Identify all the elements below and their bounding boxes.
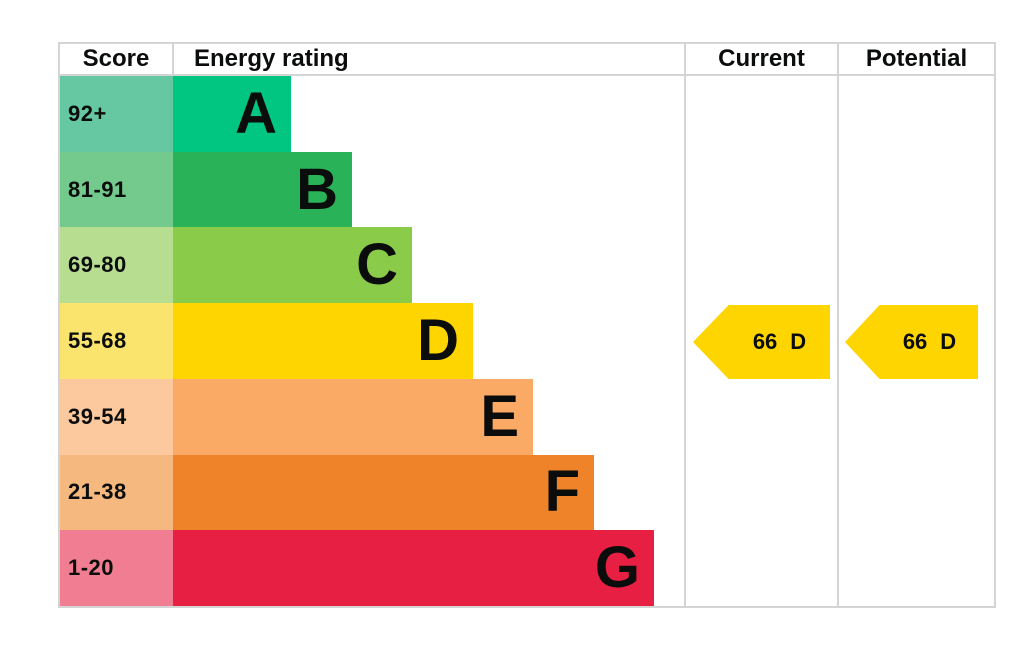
band-letter: B xyxy=(296,156,338,222)
band-bar: A xyxy=(173,76,291,152)
band-row-b: 81-91 B xyxy=(58,151,996,228)
current-potential-divider xyxy=(837,42,839,608)
band-score-label: 92+ xyxy=(68,100,107,126)
score-column-header: Score xyxy=(82,45,150,72)
potential-rating-band: D xyxy=(940,329,957,354)
band-row-c: 69-80 C xyxy=(58,227,996,304)
table-top-border xyxy=(58,42,996,44)
band-score-cell: 39-54 xyxy=(58,378,173,455)
band-row-g: 1-20 G xyxy=(58,530,996,607)
band-letter: C xyxy=(356,232,398,298)
band-score-label: 55-68 xyxy=(68,328,127,354)
potential-column-header: Potential xyxy=(865,45,968,72)
band-bar: D xyxy=(173,303,473,379)
band-score-cell: 55-68 xyxy=(58,303,173,379)
band-score-label: 21-38 xyxy=(68,479,127,505)
band-score-cell: 92+ xyxy=(58,76,173,152)
band-score-cell: 21-38 xyxy=(58,454,173,531)
band-bar: C xyxy=(173,227,412,304)
band-rows: 92+ A 81-91 B 69-80 C xyxy=(58,76,996,607)
band-row-d: 55-68 D xyxy=(58,303,996,379)
current-rating-score: 66 xyxy=(752,329,778,354)
band-score-cell: 69-80 xyxy=(58,227,173,304)
score-energy-divider xyxy=(172,42,174,76)
band-bar: E xyxy=(173,378,533,455)
band-row-f: 21-38 F xyxy=(58,454,996,531)
potential-rating-score: 66 xyxy=(902,329,928,354)
table-left-border xyxy=(58,42,60,608)
current-column-header: Current xyxy=(718,45,805,72)
band-score-cell: 1-20 xyxy=(58,530,173,607)
band-score-label: 69-80 xyxy=(68,252,127,278)
epc-table: Score Energy rating Current Potential 92… xyxy=(58,42,996,608)
band-letter: D xyxy=(417,308,459,374)
band-score-label: 81-91 xyxy=(68,176,127,202)
energy-current-divider xyxy=(684,42,686,608)
band-letter: F xyxy=(544,459,580,525)
band-bar: G xyxy=(173,530,654,607)
energy-rating-column-header: Energy rating xyxy=(194,45,349,72)
band-row-a: 92+ A xyxy=(58,76,996,152)
table-bottom-border xyxy=(58,606,996,608)
band-bar: B xyxy=(173,151,352,228)
band-score-cell: 81-91 xyxy=(58,151,173,228)
band-row-e: 39-54 E xyxy=(58,378,996,455)
band-letter: A xyxy=(235,80,277,146)
band-bar: F xyxy=(173,454,594,531)
band-letter: G xyxy=(594,535,640,601)
current-rating-band: D xyxy=(790,329,807,354)
band-letter: E xyxy=(480,383,519,449)
band-score-label: 39-54 xyxy=(68,403,127,429)
header-bottom-border xyxy=(58,74,996,76)
table-right-border xyxy=(994,42,996,608)
band-score-label: 1-20 xyxy=(68,555,115,581)
